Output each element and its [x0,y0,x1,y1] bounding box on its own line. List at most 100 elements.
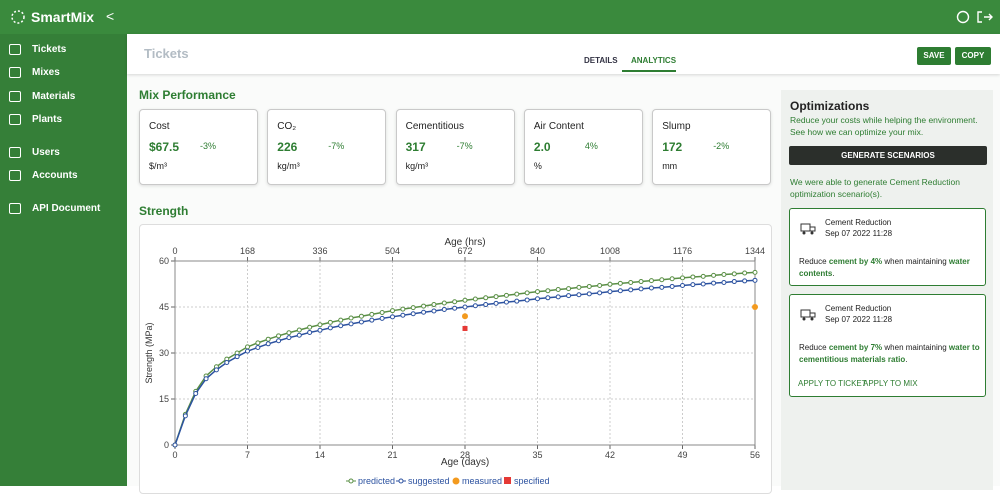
marker [245,344,250,350]
marker [213,367,219,373]
legend-label: specified [514,476,550,486]
metric-value: 226 [277,140,298,154]
legend-label: predicted [358,476,395,486]
marker [555,287,561,293]
save-button[interactable]: SAVE [917,47,951,65]
marker [431,302,437,308]
scenario-date: Sep 07 2022 11:28 [825,229,893,238]
collapse-button[interactable]: < [106,8,115,24]
truck-icon [800,223,816,235]
marker [659,277,665,283]
x-axis-title: Age (days) [441,457,489,468]
marker [535,289,540,295]
text: when maintaining [884,257,947,266]
tab[interactable]: ANALYTICS [631,56,677,65]
marker [648,285,654,291]
marker [286,330,292,336]
x2-tick-label: 672 [457,246,472,256]
marker [224,360,230,366]
nav-item[interactable]: Users [32,147,60,158]
marker [327,319,333,325]
marker [410,305,416,311]
marker [721,271,727,277]
metric-label: Cementitious [405,121,464,132]
marker [338,317,344,323]
marker [524,297,530,303]
marker [472,303,478,309]
text: when maintaining [884,343,947,352]
marker [638,286,644,292]
page-title: Tickets [144,46,189,61]
scenario-text: Reduce cement by 7% when maintaining wat… [799,342,984,366]
nav-item[interactable]: Tickets [32,44,67,55]
x2-tick-label: 1176 [673,246,692,256]
marker [535,296,540,302]
marker [690,274,696,280]
nav-item[interactable]: API Document [32,203,101,214]
scenario-card: Cement Reduction Sep 07 2022 11:28 Reduc… [789,294,986,397]
nav-item[interactable]: Accounts [32,170,78,181]
optimizations-panel: Optimizations Reduce your costs while he… [781,90,993,490]
y-tick-label: 0 [164,440,169,450]
nav-item[interactable]: Materials [32,91,76,102]
marker [369,317,375,323]
scenario-title: Cement Reduction [825,218,892,227]
x-tick-label: 35 [532,450,542,460]
marker [358,319,364,325]
metric-change: -3% [200,141,217,151]
x2-tick-label: 840 [530,246,545,256]
scenario-text: Reduce cement by 4% when maintaining wat… [799,256,984,280]
metric-card: CO₂ 226 -7% kg/m³ [267,109,387,185]
marker [307,329,313,335]
x-tick-label: 0 [172,450,177,460]
marker [296,327,302,333]
plot-frame [174,260,756,446]
x-tick-label: 49 [677,450,687,460]
metric-label: Slump [662,121,691,132]
marker [483,302,489,308]
marker [680,275,685,281]
metric-label: Air Content [533,121,584,132]
marker [617,288,623,294]
point [752,304,758,310]
marker [607,281,613,287]
action-link[interactable]: APPLY TO MIX [863,379,918,388]
highlight: water to cementitious materials ratio [799,343,980,364]
generate-button[interactable]: GENERATE SCENARIOS [789,146,987,165]
marker [742,270,748,276]
marker [555,294,561,300]
top-icons[interactable] [956,10,996,25]
metric-value: 2.0 [533,140,551,154]
x2-tick-label: 336 [312,246,327,256]
point [462,313,468,320]
marker [296,332,302,338]
scenario-date: Sep 07 2022 11:28 [825,315,893,324]
marker [390,314,395,320]
nav-item[interactable]: Mixes [32,67,60,78]
marker [379,310,385,316]
action-link[interactable]: APPLY TO TICKET [798,379,867,388]
marker [700,273,706,279]
marker [400,306,406,312]
marker [669,283,675,289]
marker [586,291,592,297]
x-tick-label: 14 [315,450,325,460]
marker [348,315,354,321]
marker [752,277,758,283]
marker [514,298,520,304]
logo-icon [11,10,25,24]
marker [711,280,717,286]
copy-button[interactable]: COPY [955,47,991,65]
tab[interactable]: DETAILS [584,56,618,65]
marker [731,279,737,285]
x-tick-label: 42 [605,450,615,460]
metric-card: Air Content 2.0 4%% [523,109,643,185]
metric-label: CO₂ [277,121,297,132]
y-tick-label: 60 [159,256,169,266]
marker [680,283,685,289]
legend-swatch [398,478,404,484]
metric-change: -7% [328,141,345,151]
nav-item[interactable]: Plants [32,114,63,125]
marker [566,293,572,299]
